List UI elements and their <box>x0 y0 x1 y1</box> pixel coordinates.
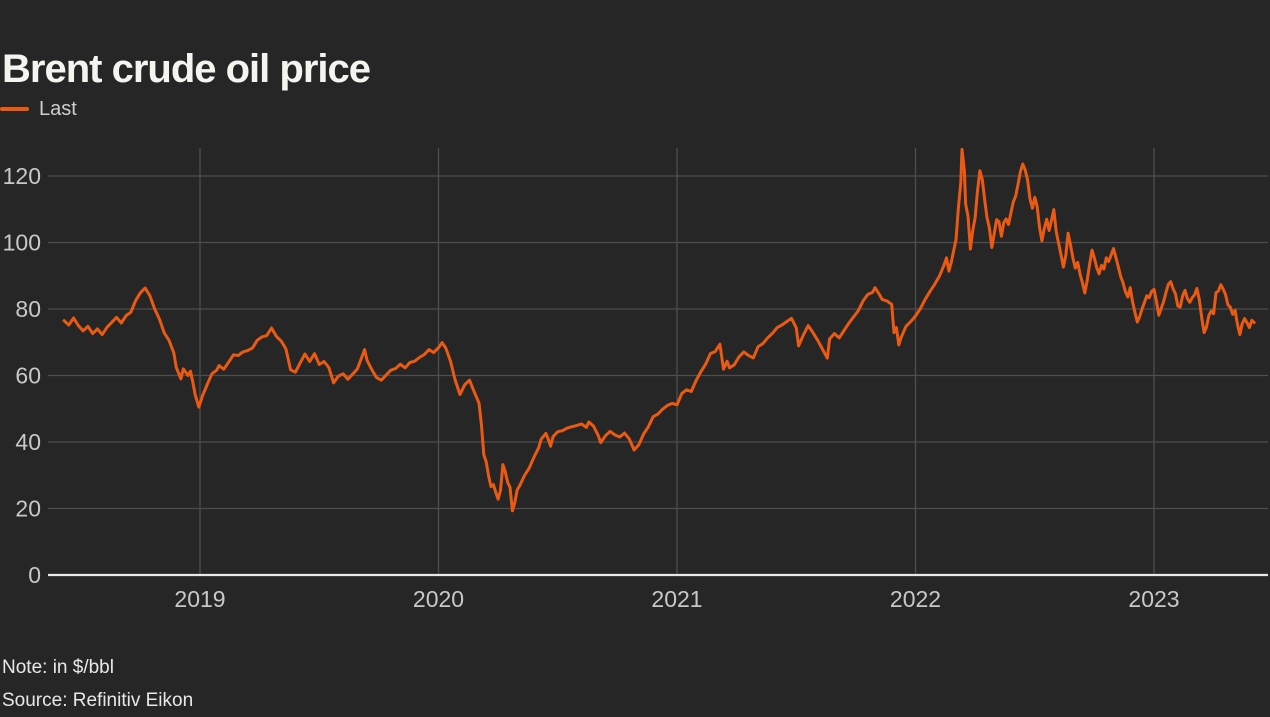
y-tick-label: 100 <box>3 230 41 256</box>
y-tick-label: 0 <box>28 562 41 588</box>
price-line <box>62 147 1256 513</box>
y-tick-label: 60 <box>15 363 41 389</box>
x-tick-label: 2019 <box>174 586 225 612</box>
chart-notes: Note: in $/bbl Source: Refinitiv Eikon <box>2 651 193 717</box>
chart-title: Brent crude oil price <box>2 46 371 91</box>
y-tick-label: 20 <box>15 496 41 522</box>
legend-line-swatch <box>0 107 29 111</box>
x-tick-label: 2022 <box>890 586 941 612</box>
y-tick-label: 80 <box>15 296 41 322</box>
x-tick-label: 2021 <box>651 586 702 612</box>
chart-source: Source: Refinitiv Eikon <box>2 690 194 711</box>
y-tick-label: 120 <box>3 163 41 189</box>
y-tick-label: 40 <box>15 429 41 455</box>
legend: Last <box>0 97 77 121</box>
legend-label: Last <box>39 97 77 120</box>
chart-note: Note: in $/bbl <box>2 657 114 678</box>
x-tick-label: 2023 <box>1128 586 1179 612</box>
price-line-chart: 0 20 40 60 80 100 120 2019 2020 2021 2022 2023 <box>3 147 1268 612</box>
x-tick-label: 2020 <box>413 586 464 612</box>
